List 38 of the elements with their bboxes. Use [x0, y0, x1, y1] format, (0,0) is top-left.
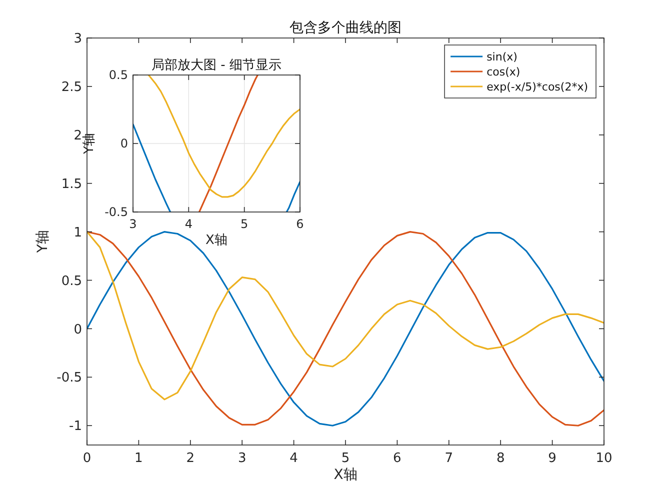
x-tick-label: 10 [596, 451, 612, 466]
x-tick-label: 4 [184, 217, 192, 231]
chart-title: 局部放大图 - 细节显示 [152, 58, 282, 73]
legend-label: exp(-x/5)*cos(2*x) [486, 80, 588, 94]
x-tick-label: 3 [129, 217, 137, 231]
x-tick-label: 9 [548, 451, 556, 466]
x-axis-title: X轴 [206, 233, 228, 248]
y-axis-title: Y轴 [82, 133, 97, 155]
y-tick-label: 0 [120, 136, 128, 151]
chart-title: 包含多个曲线的图 [290, 20, 402, 36]
y-tick-label: -0.5 [104, 205, 128, 220]
legend-label: cos(x) [486, 66, 520, 78]
y-tick-label: 0 [74, 322, 82, 338]
y-tick-label: 3 [74, 32, 82, 47]
x-tick-label: 7 [444, 451, 454, 466]
line-series [198, 75, 258, 212]
y-tick-label: 0.5 [108, 68, 128, 82]
x-tick-label: 3 [238, 451, 246, 466]
x-tick-label: 6 [296, 217, 304, 231]
x-tick-label: 5 [240, 217, 248, 231]
x-tick-label: 2 [186, 451, 195, 466]
y-axis-title: Y轴 [35, 230, 51, 254]
line-series [133, 124, 172, 212]
y-tick-label: -0.5 [56, 370, 82, 386]
y-tick-label: 2 [74, 128, 82, 144]
x-tick-label: 1 [134, 451, 143, 466]
x-tick-label: 4 [290, 451, 298, 466]
x-tick-label: 6 [393, 451, 402, 466]
x-tick-label: 8 [496, 451, 505, 466]
line-series [286, 181, 300, 212]
line-series [148, 75, 300, 198]
y-tick-label: -1 [69, 419, 82, 434]
x-axis-title: X轴 [334, 467, 358, 483]
legend-label: sin(x) [486, 50, 518, 64]
y-tick-label: 1.5 [61, 176, 82, 192]
y-tick-label: 0.5 [61, 274, 82, 289]
y-tick-label: 2.5 [61, 80, 82, 95]
x-tick-label: 5 [341, 451, 350, 466]
